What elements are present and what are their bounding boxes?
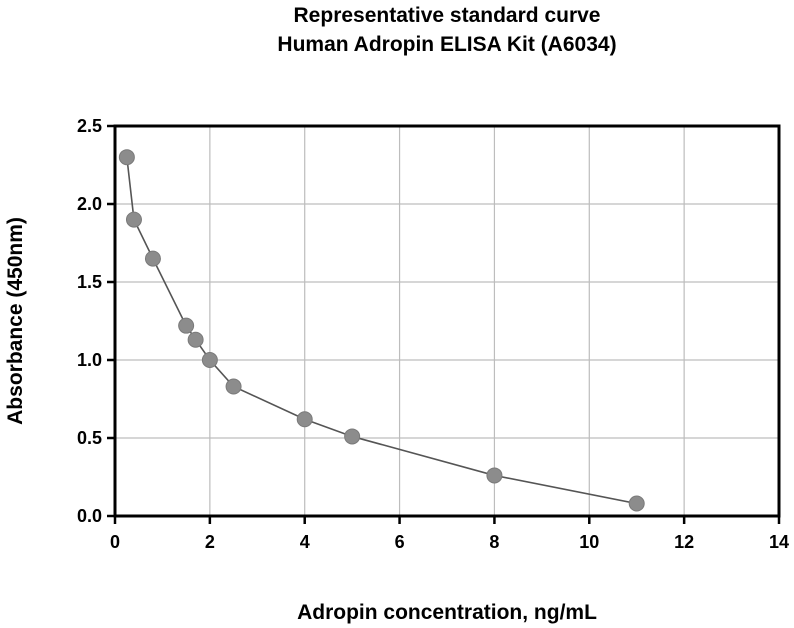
data-point xyxy=(486,467,503,484)
chart-title-line-2: Human Adropin ELISA Kit (A6034) xyxy=(277,33,616,56)
y-axis-label: Absorbance (450nm) xyxy=(4,217,27,425)
y-tick-label: 1.0 xyxy=(77,350,102,370)
data-series xyxy=(118,149,645,512)
data-point xyxy=(344,428,361,445)
x-tick-label: 4 xyxy=(300,532,310,552)
y-tick-label: 1.5 xyxy=(77,272,102,292)
data-point xyxy=(118,149,135,166)
data-point xyxy=(187,331,204,348)
x-tick-label: 2 xyxy=(205,532,215,552)
data-point xyxy=(201,352,218,368)
data-point xyxy=(178,317,195,334)
x-axis-label: Adropin concentration, ng/mL xyxy=(297,601,597,624)
x-tick-label: 8 xyxy=(489,532,499,552)
y-tick-label: 0.5 xyxy=(77,428,102,448)
x-tick-label: 0 xyxy=(110,532,120,552)
data-point xyxy=(144,250,161,267)
y-tick-label: 0.0 xyxy=(77,506,102,526)
chart-title-line-1: Representative standard curve xyxy=(294,4,601,27)
x-tick-label: 12 xyxy=(674,532,694,552)
data-point xyxy=(225,378,242,395)
data-point xyxy=(296,411,313,428)
x-tick-label: 6 xyxy=(395,532,405,552)
y-tick-label: 2.0 xyxy=(77,194,102,214)
axis-ticks: 0 2 4 6 8 10 12 14 0.0 0.5 1.0 1.5 2.0 2.5 xyxy=(77,116,789,552)
grid-lines xyxy=(114,125,780,517)
plot-frame xyxy=(113,124,781,518)
data-point xyxy=(125,211,142,228)
series-line xyxy=(126,157,637,505)
data-point xyxy=(628,495,645,512)
x-tick-label: 14 xyxy=(769,532,789,552)
x-tick-label: 10 xyxy=(579,532,599,552)
y-tick-label: 2.5 xyxy=(77,116,102,136)
